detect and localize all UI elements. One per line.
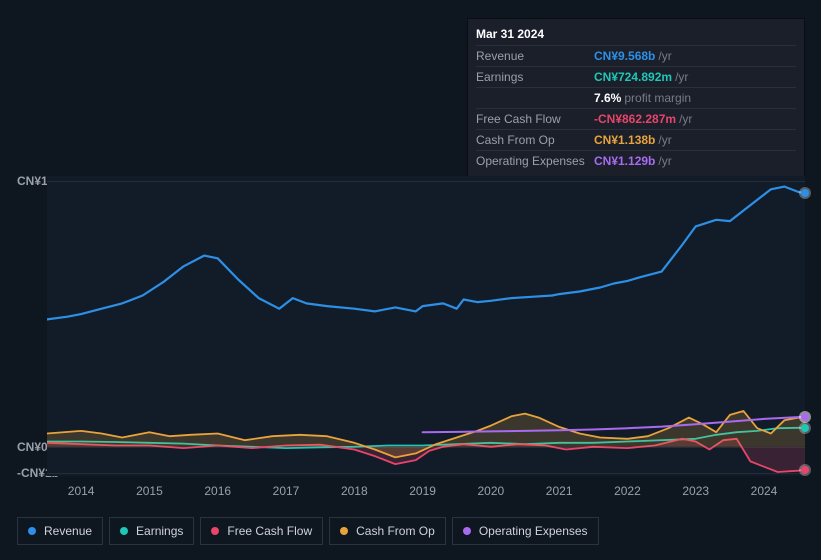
x-axis-label: 2023 xyxy=(682,484,709,498)
series-endpoint xyxy=(801,189,809,197)
series-line xyxy=(47,187,805,320)
tooltip-suffix: /yr xyxy=(658,49,671,63)
chart-svg xyxy=(47,176,805,476)
tooltip-row: RevenueCN¥9.568b/yr xyxy=(476,45,796,66)
tooltip-date: Mar 31 2024 xyxy=(476,25,796,45)
tooltip-suffix: /yr xyxy=(679,112,692,126)
x-axis-label: 2022 xyxy=(614,484,641,498)
x-axis-label: 2015 xyxy=(136,484,163,498)
tooltip-value: CN¥9.568b xyxy=(594,49,655,63)
tooltip-value: CN¥1.138b xyxy=(594,133,655,147)
legend-item[interactable]: Earnings xyxy=(109,517,194,545)
legend-label: Revenue xyxy=(44,524,92,538)
tooltip-value: CN¥724.892m xyxy=(594,70,672,84)
series-endpoint xyxy=(801,413,809,421)
tooltip-row: 7.6%profit margin xyxy=(476,87,796,108)
tooltip-value: 7.6% xyxy=(594,91,621,105)
x-axis-label: 2019 xyxy=(409,484,436,498)
tooltip-suffix: /yr xyxy=(658,133,671,147)
legend-dot xyxy=(120,527,128,535)
chart-tooltip: Mar 31 2024 RevenueCN¥9.568b/yrEarningsC… xyxy=(467,18,805,178)
legend-item[interactable]: Operating Expenses xyxy=(452,517,599,545)
tooltip-suffix: /yr xyxy=(675,70,688,84)
tooltip-label: Revenue xyxy=(476,48,594,64)
legend-label: Earnings xyxy=(136,524,183,538)
legend-label: Operating Expenses xyxy=(479,524,588,538)
legend-item[interactable]: Revenue xyxy=(17,517,103,545)
tooltip-suffix: profit margin xyxy=(624,91,691,105)
legend-item[interactable]: Free Cash Flow xyxy=(200,517,323,545)
tooltip-label xyxy=(476,90,594,106)
legend-item[interactable]: Cash From Op xyxy=(329,517,446,545)
x-axis-label: 2014 xyxy=(68,484,95,498)
chart-legend: Revenue Earnings Free Cash Flow Cash From O… xyxy=(17,517,599,545)
chart-plot[interactable] xyxy=(47,176,805,476)
tooltip-label: Earnings xyxy=(476,69,594,85)
chart-area: CN¥10bCN¥0-CN¥1b xyxy=(17,158,805,478)
x-axis-label: 2024 xyxy=(751,484,778,498)
x-axis-label: 2016 xyxy=(204,484,231,498)
x-axis-label: 2018 xyxy=(341,484,368,498)
tooltip-label: Cash From Op xyxy=(476,132,594,148)
legend-dot xyxy=(211,527,219,535)
series-endpoint xyxy=(801,466,809,474)
tooltip-value: -CN¥862.287m xyxy=(594,112,676,126)
legend-dot xyxy=(340,527,348,535)
x-axis-label: 2017 xyxy=(273,484,300,498)
x-axis-label: 2021 xyxy=(546,484,573,498)
series-endpoint xyxy=(801,424,809,432)
legend-label: Cash From Op xyxy=(356,524,435,538)
legend-dot xyxy=(463,527,471,535)
legend-dot xyxy=(28,527,36,535)
tooltip-row: Cash From OpCN¥1.138b/yr xyxy=(476,129,796,150)
y-axis-label: CN¥0 xyxy=(17,440,48,454)
legend-label: Free Cash Flow xyxy=(227,524,312,538)
tooltip-label: Free Cash Flow xyxy=(476,111,594,127)
tooltip-row: EarningsCN¥724.892m/yr xyxy=(476,66,796,87)
x-axis-label: 2020 xyxy=(478,484,505,498)
tooltip-row: Free Cash Flow-CN¥862.287m/yr xyxy=(476,108,796,129)
